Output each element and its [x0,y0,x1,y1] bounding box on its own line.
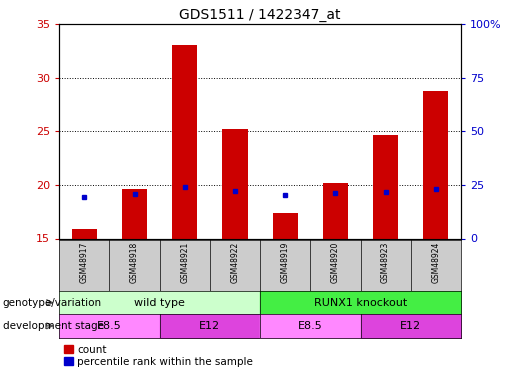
Bar [172,45,197,238]
Text: E12: E12 [199,321,220,331]
Text: GSM48920: GSM48920 [331,242,340,283]
Bar [222,129,248,238]
Text: GSM48921: GSM48921 [180,242,189,283]
Bar [423,91,449,238]
Text: GSM48918: GSM48918 [130,242,139,283]
Text: GSM48924: GSM48924 [432,242,440,283]
Text: genotype/variation: genotype/variation [3,298,101,307]
Text: development stage: development stage [3,321,104,331]
Text: E12: E12 [400,321,421,331]
Bar [72,229,97,238]
Text: GSM48919: GSM48919 [281,242,289,283]
Text: GSM48917: GSM48917 [80,242,89,283]
Text: GSM48923: GSM48923 [381,242,390,283]
Text: E8.5: E8.5 [97,321,122,331]
Bar [323,183,348,238]
Bar [122,189,147,238]
Text: GSM48922: GSM48922 [231,242,239,283]
Bar [373,135,398,238]
Title: GDS1511 / 1422347_at: GDS1511 / 1422347_at [179,8,341,22]
Text: wild type: wild type [134,298,185,307]
Bar [272,213,298,238]
Text: E8.5: E8.5 [298,321,323,331]
Legend: count, percentile rank within the sample: count, percentile rank within the sample [64,345,253,367]
Text: RUNX1 knockout: RUNX1 knockout [314,298,407,307]
